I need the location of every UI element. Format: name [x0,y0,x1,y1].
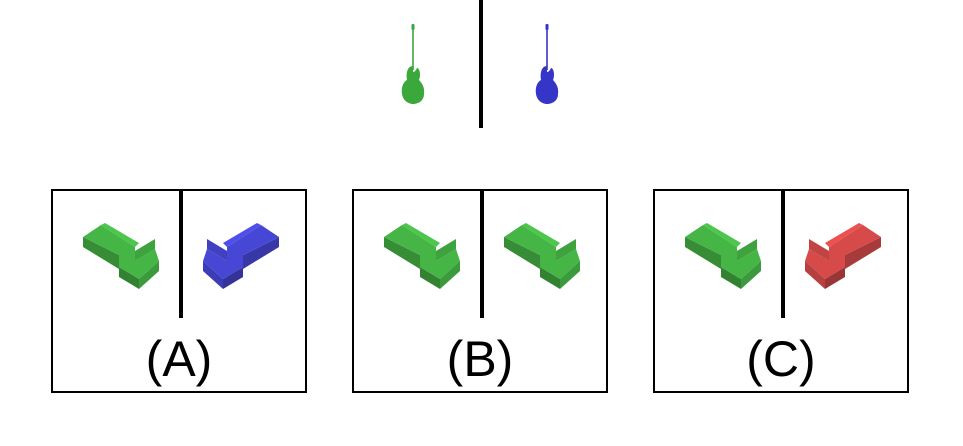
block-right-face [741,261,761,289]
block-edge-highlight [101,223,139,247]
block-inner-face [556,239,576,261]
block-right-face [560,261,580,289]
block-front-face [721,267,741,289]
block-inner-face [135,239,155,261]
option-divider [480,191,484,318]
block-front-face [540,267,560,289]
block-side-face [504,237,540,269]
option-divider [179,191,183,318]
block-edge-highlight [223,223,261,247]
shape-b-right [504,223,580,289]
block-top-face [384,225,460,279]
l-block-icon [203,223,279,289]
shape-a-left [83,223,159,289]
option-label: (B) [446,331,514,387]
block-top-face [203,225,279,279]
shape-c-left [685,223,761,289]
block-edge-highlight [522,223,560,247]
block-side-face [845,237,881,269]
block-inner-face [436,239,456,261]
block-inner-face [737,239,757,261]
block-side-face [83,237,119,269]
l-block-icon [384,223,460,289]
block-right-face [139,261,159,289]
option-divider [781,191,785,318]
block-front-face [223,267,243,289]
option-b[interactable]: (B) [352,189,608,393]
bass-guitar-icon [535,24,559,104]
block-inner-face [207,239,227,261]
option-label: (A) [145,331,213,387]
block-side-face [384,237,420,269]
shape-a-right [203,223,279,289]
guitar-right [535,24,559,104]
block-inner-face [809,239,829,261]
block-top-face [805,225,881,279]
block-front-face [119,267,139,289]
option-c[interactable]: (C) [653,189,909,393]
l-block-icon [83,223,159,289]
block-top-face [83,225,159,279]
block-side-face [243,237,279,269]
block-side-face [685,237,721,269]
block-right-face [440,261,460,289]
block-top-face [504,225,580,279]
bass-guitar-icon [401,24,425,104]
block-right-face [203,261,223,289]
shape-c-right [805,223,881,289]
block-front-face [420,267,440,289]
block-front-face [825,267,845,289]
block-right-face [805,261,825,289]
block-edge-highlight [703,223,741,247]
prompt-divider [479,0,483,128]
l-block-icon [805,223,881,289]
shape-b-left [384,223,460,289]
block-edge-highlight [402,223,440,247]
guitar-left [401,24,425,104]
l-block-icon [685,223,761,289]
block-top-face [685,225,761,279]
block-edge-highlight [825,223,863,247]
option-a[interactable]: (A) [51,189,307,393]
option-label: (C) [746,331,816,387]
l-block-icon [504,223,580,289]
